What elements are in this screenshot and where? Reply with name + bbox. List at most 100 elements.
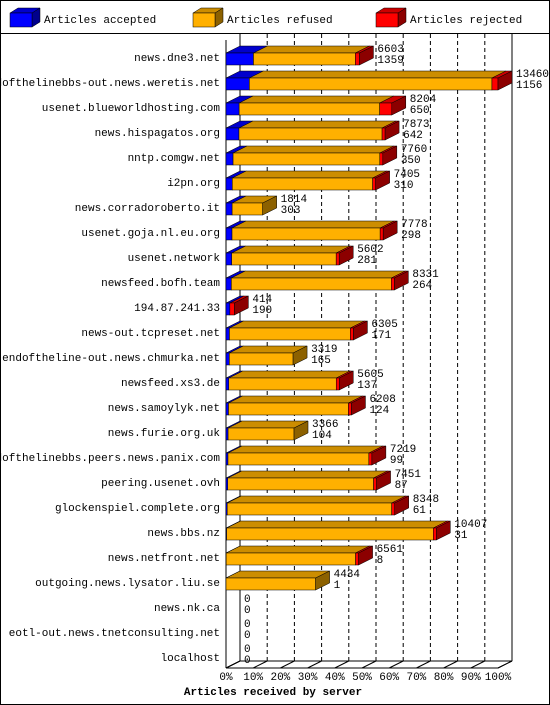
accepted-label: 298 bbox=[401, 230, 421, 242]
total-label: 6305 bbox=[371, 319, 397, 331]
tick-mark bbox=[497, 660, 513, 669]
bar-front bbox=[225, 352, 230, 366]
accepted-label: 0 bbox=[244, 605, 251, 617]
category-label: news.netfront.net bbox=[108, 553, 220, 565]
bar-front bbox=[225, 52, 254, 66]
bar-side bbox=[358, 545, 373, 566]
bar-front bbox=[355, 552, 359, 566]
bar-side bbox=[375, 170, 390, 191]
legend-label: Articles rejected bbox=[410, 15, 522, 27]
bar-top bbox=[239, 95, 394, 104]
bar-front bbox=[373, 477, 377, 491]
legend-item: Articles refused bbox=[192, 7, 333, 28]
tick-mark bbox=[280, 660, 295, 669]
category-label: endofthelinebbs.peers.news.panix.com bbox=[0, 453, 220, 465]
accepted-label: 650 bbox=[410, 105, 430, 117]
bar-front bbox=[227, 452, 370, 466]
total-label: 5602 bbox=[357, 244, 383, 256]
bar-side bbox=[339, 370, 354, 391]
bar-front bbox=[225, 577, 316, 591]
category-label: news.corradoroberto.it bbox=[75, 203, 220, 215]
bar-front bbox=[225, 102, 240, 116]
accepted-label: 310 bbox=[394, 180, 414, 192]
accepted-label: 61 bbox=[413, 505, 427, 517]
category-label: news.bbs.nz bbox=[147, 528, 220, 540]
bar-segment bbox=[391, 495, 409, 516]
bar-segment bbox=[227, 420, 309, 441]
total-label: 414 bbox=[252, 294, 272, 306]
accepted-label: 264 bbox=[412, 280, 432, 292]
bar-front bbox=[226, 502, 392, 516]
category-label: 194.87.241.33 bbox=[134, 303, 220, 315]
bar-segment bbox=[232, 145, 394, 166]
bar-side bbox=[394, 270, 409, 291]
bar-front bbox=[335, 377, 340, 391]
bar-side bbox=[382, 220, 398, 241]
total-label: 7778 bbox=[401, 219, 427, 231]
bar-front bbox=[391, 277, 395, 291]
bar-side bbox=[338, 245, 354, 266]
bar-side bbox=[436, 520, 451, 541]
bar-top bbox=[231, 245, 351, 254]
bar-segment bbox=[372, 170, 390, 191]
bar-segment bbox=[355, 45, 374, 66]
bar-segment bbox=[227, 445, 383, 466]
legend-swatch bbox=[9, 12, 33, 28]
bar-front bbox=[229, 352, 294, 366]
accepted-label: 1359 bbox=[377, 55, 403, 67]
tick-mark bbox=[470, 660, 486, 669]
tick-mark bbox=[252, 660, 268, 669]
total-label: 7873 bbox=[403, 119, 429, 131]
bar-side bbox=[353, 320, 368, 341]
bar-front bbox=[225, 552, 356, 566]
bar-front bbox=[225, 252, 232, 266]
bar-segment bbox=[231, 220, 395, 241]
bar-top bbox=[227, 470, 388, 479]
tick-mark bbox=[361, 660, 377, 669]
total-label: 1814 bbox=[281, 194, 308, 206]
total-label: 0 bbox=[244, 619, 251, 631]
bar-top bbox=[231, 270, 406, 279]
bar-front bbox=[379, 152, 384, 166]
accepted-label: 137 bbox=[357, 380, 377, 392]
bar-front bbox=[229, 302, 235, 316]
bar-top bbox=[232, 170, 387, 179]
accepted-label: 303 bbox=[281, 205, 301, 217]
accepted-label: 104 bbox=[312, 430, 332, 442]
total-label: 13460 bbox=[516, 69, 549, 81]
total-label: 8331 bbox=[412, 269, 439, 281]
bar-segment bbox=[348, 395, 366, 416]
accepted-label: 124 bbox=[369, 405, 389, 417]
total-label: 6603 bbox=[377, 44, 403, 56]
bar-top bbox=[228, 370, 351, 379]
bar-front bbox=[232, 152, 381, 166]
bar-top bbox=[238, 120, 397, 129]
category-label: glockenspiel.complete.org bbox=[55, 503, 220, 515]
bar-segment bbox=[228, 395, 363, 416]
accepted-label: 8 bbox=[377, 555, 384, 567]
category-label: newsfeed.bofh.team bbox=[101, 278, 220, 290]
tick-mark bbox=[307, 660, 322, 669]
accepted-label: 99 bbox=[390, 455, 403, 467]
bar-front bbox=[253, 52, 356, 66]
accepted-label: 1 bbox=[334, 580, 341, 592]
x-tick-label: 60% bbox=[379, 672, 399, 684]
bar-side bbox=[315, 570, 330, 591]
bar-front bbox=[231, 277, 392, 291]
bar-side bbox=[376, 470, 391, 491]
category-label: news.nk.ca bbox=[154, 603, 220, 615]
bar-front bbox=[225, 152, 234, 166]
bar-front bbox=[335, 252, 340, 266]
legend-item: Articles accepted bbox=[9, 7, 156, 28]
category-label: news.dne3.net bbox=[134, 53, 220, 65]
bar-segment bbox=[391, 270, 409, 291]
total-label: 7405 bbox=[394, 169, 420, 181]
bar-segment bbox=[379, 145, 398, 166]
bar-front bbox=[355, 52, 360, 66]
bar-segment bbox=[229, 320, 365, 341]
bar-side bbox=[292, 345, 308, 366]
category-label: usenet.goja.nl.eu.org bbox=[81, 228, 220, 240]
bar-segment bbox=[433, 520, 451, 541]
tick-mark bbox=[334, 660, 350, 669]
